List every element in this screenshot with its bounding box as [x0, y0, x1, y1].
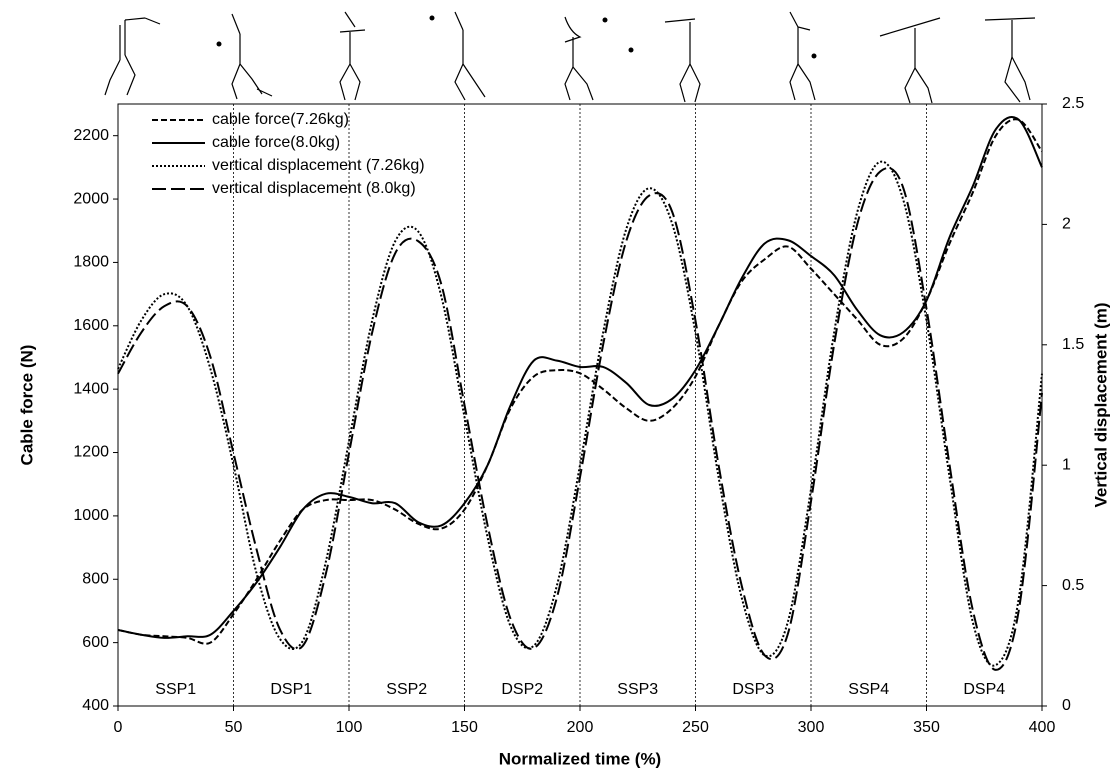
y-tick-label: 800: [82, 570, 109, 587]
x-tick-label: 250: [682, 719, 709, 736]
x-tick-label: 400: [1029, 719, 1056, 736]
y-tick-label: 1400: [73, 380, 109, 397]
phase-label: SSP4: [848, 681, 889, 698]
y2-tick-label: 0: [1062, 697, 1071, 714]
y-tick-label: 600: [82, 634, 109, 651]
phase-label: SSP1: [155, 681, 196, 698]
stick-figure: [339, 11, 366, 101]
stick-figure: [879, 17, 941, 104]
stick-figures: [104, 11, 1036, 104]
y-tick-label: 2000: [73, 190, 109, 207]
legend-label: cable force(7.26kg): [212, 111, 349, 128]
y-tick-label: 2200: [73, 127, 109, 144]
y-axis-title: Cable force (N): [17, 345, 36, 466]
stick-figure: [104, 17, 161, 96]
series-line: [117, 167, 1043, 671]
stick-figure: [216, 13, 273, 100]
x-tick-label: 150: [451, 719, 478, 736]
x-tick-label: 200: [567, 719, 594, 736]
phase-label: SSP3: [617, 681, 658, 698]
x-tick-label: 300: [798, 719, 825, 736]
series-line: [117, 160, 1043, 667]
phase-label: DSP2: [501, 681, 543, 698]
y-tick-label: 1800: [73, 254, 109, 271]
y2-tick-label: 1: [1062, 456, 1071, 473]
y-tick-label: 1600: [73, 317, 109, 334]
series-line: [117, 116, 1043, 639]
y2-tick-label: 0.5: [1062, 577, 1084, 594]
y2-tick-label: 1.5: [1062, 336, 1084, 353]
y2-axis-title: Vertical displacement (m): [1091, 302, 1110, 507]
legend-label: vertical displacement (7.26kg): [212, 157, 425, 174]
x-tick-label: 0: [114, 719, 123, 736]
phase-label: SSP2: [386, 681, 427, 698]
stick-figure: [789, 11, 817, 101]
stick-figure: [984, 17, 1036, 103]
stick-figure: [429, 11, 486, 101]
legend-label: vertical displacement (8.0kg): [212, 180, 416, 197]
x-tick-label: 50: [225, 719, 243, 736]
x-tick-label: 350: [913, 719, 940, 736]
phase-label: DSP4: [963, 681, 1005, 698]
y-tick-label: 1000: [73, 507, 109, 524]
stick-figure: [564, 16, 634, 101]
x-tick-label: 100: [336, 719, 363, 736]
x-axis-title: Normalized time (%): [499, 749, 661, 768]
y-tick-label: 400: [82, 697, 109, 714]
phase-label: DSP1: [270, 681, 312, 698]
legend-label: cable force(8.0kg): [212, 134, 340, 151]
y-tick-label: 1200: [73, 444, 109, 461]
series-line: [117, 118, 1043, 645]
y2-tick-label: 2: [1062, 216, 1071, 233]
y2-tick-label: 2.5: [1062, 95, 1084, 112]
stick-figure: [664, 18, 701, 103]
phase-label: DSP3: [732, 681, 774, 698]
